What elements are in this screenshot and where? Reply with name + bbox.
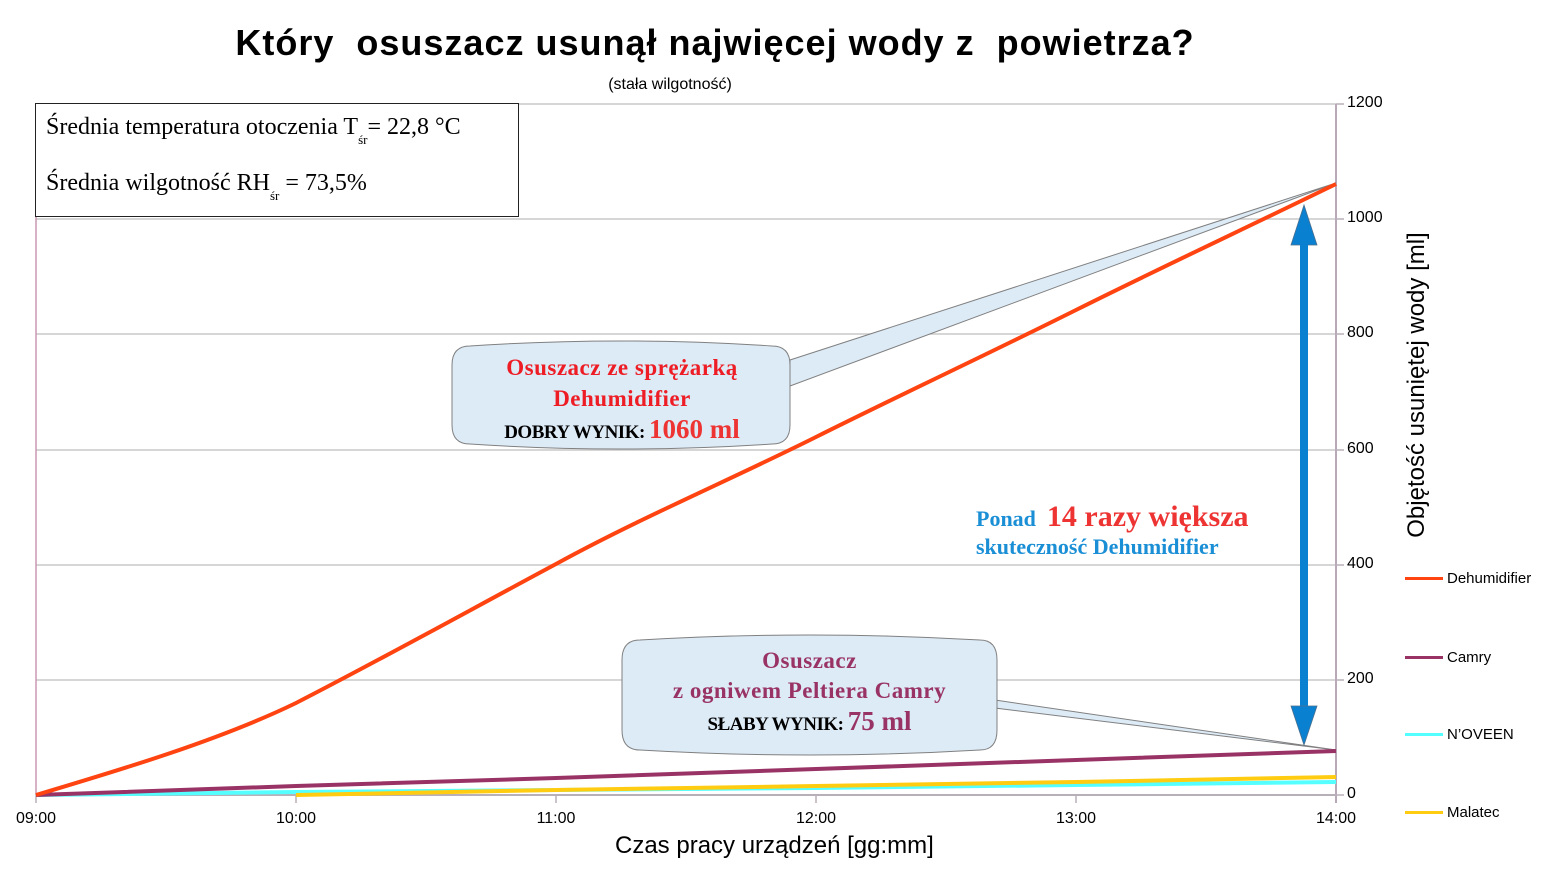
series-camry-line (35, 749, 1337, 797)
legend-item-noveen: N’OVEEN (1405, 724, 1514, 744)
series-dehumidifier-line (35, 182, 1337, 797)
legend-item-dehumidifier: Dehumidifier (1405, 568, 1531, 588)
x-tick-label: 14:00 (1315, 810, 1357, 827)
avg-temperature: Średnia temperatura otoczenia Tśr= 22,8 … (46, 114, 461, 147)
legend-swatch (1405, 732, 1443, 736)
callout-good-tail (789, 182, 1337, 387)
y-tick-label: 200 (1347, 670, 1374, 687)
y-tick-label: 1000 (1347, 209, 1383, 226)
y-tick-label: 0 (1347, 785, 1356, 802)
legend-item-camry: Camry (1405, 647, 1491, 667)
x-tick-label: 12:00 (795, 810, 837, 827)
callout-good-bubble (451, 340, 791, 450)
comparison-annotation: Ponad 14 razy większa skuteczność Dehumi… (976, 500, 1249, 559)
y-axis-title: Objętość usuniętej wody [ml] (1403, 232, 1430, 538)
x-axis-title: Czas pracy urządzeń [gg:mm] (615, 832, 934, 859)
callout-good-text: Osuszacz ze sprężarką Dehumidifier DOBRY… (504, 355, 740, 444)
avg-humidity: Średnia wilgotność RHśr = 73,5% (46, 170, 367, 203)
callout-bad-bubble (621, 634, 998, 756)
y-tick-label: 400 (1347, 555, 1374, 572)
legend-swatch (1405, 810, 1443, 814)
legend-swatch (1405, 576, 1443, 580)
x-tick-label: 13:00 (1055, 810, 1097, 827)
series-malatec-line (295, 775, 1337, 797)
y-tick-label: 1200 (1347, 94, 1383, 111)
y-tick-label: 800 (1347, 324, 1374, 341)
x-tick-label: 11:00 (536, 810, 576, 827)
legend-swatch (1405, 655, 1443, 659)
callout-bad-tail (994, 699, 1337, 751)
chart-title: Który osuszacz usunął najwięcej wody z p… (235, 22, 1195, 63)
legend-item-malatec: Malatec (1405, 802, 1500, 822)
axis-ticks (35, 103, 1344, 803)
callout-bad-text: Osuszacz z ogniwem Peltiera Camry SŁABY … (672, 648, 947, 736)
conditions-infobox: Średnia temperatura otoczenia Tśr= 22,8 … (35, 103, 519, 217)
double-arrow-icon (1290, 203, 1318, 747)
x-tick-label: 10:00 (275, 810, 317, 827)
chart-subtitle: (stała wilgotność) (608, 76, 732, 93)
x-tick-label: 09:00 (15, 810, 57, 827)
y-tick-label: 600 (1347, 440, 1374, 457)
